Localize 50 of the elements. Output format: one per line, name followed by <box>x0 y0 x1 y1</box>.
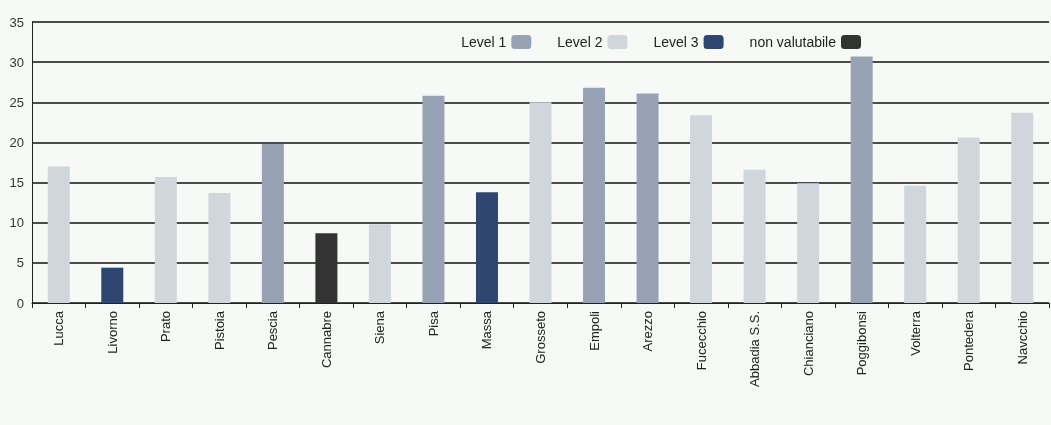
bar <box>368 224 391 303</box>
x-tick-label: Pontedera <box>961 310 977 371</box>
bar <box>583 87 606 303</box>
x-tick-label: Pescia <box>265 310 281 351</box>
y-tick-label: 30 <box>9 54 24 70</box>
legend-label: non valutabile <box>749 34 837 50</box>
y-tick-label: 20 <box>9 134 24 150</box>
x-tick-label: Arezzo <box>640 311 656 352</box>
x-tick-label: Abbadia S.S. <box>747 311 763 387</box>
bar <box>957 137 980 303</box>
bar <box>904 185 927 303</box>
x-tick-label: Empoli <box>586 310 602 351</box>
y-tick-label: 35 <box>9 14 24 30</box>
x-tick-label: Navcchio <box>1014 311 1030 365</box>
bar <box>797 183 820 303</box>
x-tick-label: Pistoia <box>211 310 227 351</box>
y-tick-label: 15 <box>9 175 24 191</box>
bar <box>636 93 659 303</box>
x-tick-label: Cannabre <box>318 311 334 369</box>
bar <box>529 102 552 303</box>
bar <box>101 267 124 303</box>
bar <box>475 192 498 303</box>
y-tick-label: 10 <box>9 215 24 231</box>
bar <box>743 169 766 303</box>
legend-label: Level 2 <box>557 34 603 50</box>
bar <box>315 233 338 303</box>
x-tick-label: Lucca <box>51 310 67 346</box>
x-tick-label: Volterra <box>907 310 923 356</box>
x-tick-label: Siena <box>372 310 388 345</box>
x-tick-label: Livorno <box>104 311 120 354</box>
x-tick-label: Pisa <box>425 310 441 337</box>
bar <box>690 115 713 303</box>
bar <box>154 176 177 303</box>
bar <box>47 166 70 303</box>
x-tick-label: Grosseto <box>533 311 548 364</box>
x-tick-label: Fucecchio <box>693 311 709 371</box>
x-tick-label: Massa <box>479 310 495 350</box>
legend-label: Level 1 <box>461 34 507 50</box>
y-tick-label: 5 <box>16 255 24 271</box>
x-tick-label: Poggibonsi <box>854 310 870 376</box>
bar <box>1011 112 1034 303</box>
bar <box>422 95 445 303</box>
bar <box>850 56 873 303</box>
x-tick-label: Prato <box>158 311 174 343</box>
bar <box>208 193 231 303</box>
y-tick-label: 0 <box>16 295 24 311</box>
bar <box>261 144 284 303</box>
legend-label: Level 3 <box>653 34 699 50</box>
x-tick-label: Chianciano <box>800 311 816 377</box>
y-tick-label: 25 <box>9 94 24 110</box>
